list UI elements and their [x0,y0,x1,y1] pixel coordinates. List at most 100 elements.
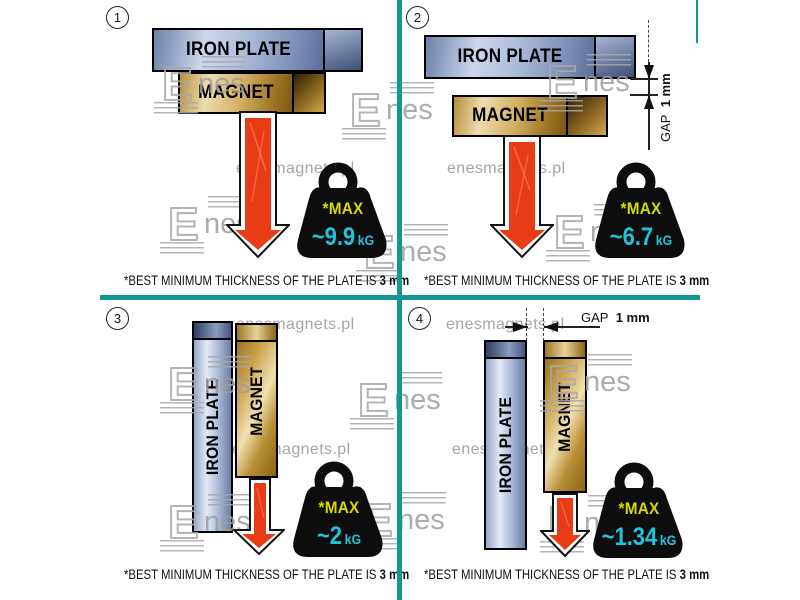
watermark-lines [356,270,400,282]
magnet-vertical: MAGNET [235,323,278,478]
watermark-logo: E nes [160,494,266,552]
watermark-nes: nes [584,366,631,398]
watermark-lines [154,102,198,114]
watermark-lines [208,356,252,368]
watermark-lines [350,418,394,430]
watermark-nes: nes [398,504,445,536]
magnet-label: MAGNET [472,105,548,126]
weight-icon: *MAX ~9.9 kG [296,162,390,260]
panel-4-caption: *BEST MINIMUM THICKNESS OF THE PLATE IS … [424,567,709,582]
iron-plate: IRON PLATE [424,35,596,79]
watermark-lines [404,224,448,236]
weight-max-label: *MAX [620,199,662,218]
caption-text: *BEST MINIMUM THICKNESS OF THE PLATE IS [424,567,680,582]
dimension-arrow-down [644,65,654,79]
watermark-lines [202,56,246,68]
weight-icon: *MAX ~6.7 kG [594,162,688,260]
watermark-lines [160,402,204,414]
kettlebell-shape [595,162,685,258]
horizontal-divider [100,295,700,300]
gap-value: 1 mm [658,73,673,108]
watermark-logo: E nes [539,54,645,112]
dimension-arrow-left [544,322,558,332]
watermark-lines [540,400,584,412]
magnet-top-face [237,325,276,342]
weight-value: ~2 [316,522,342,550]
dimension-line [544,326,600,328]
panel-3-number-badge: 3 [106,307,129,330]
weight-max-label: *MAX [618,499,660,518]
magnet-vertical: MAGNET [543,340,587,493]
watermark-logo: E nes [160,356,266,414]
caption-bold: 3 mm [379,567,410,582]
gap-word: GAP [581,310,609,325]
weight-unit: kG [659,532,677,548]
iron-plate-label: IRON PLATE [495,396,515,494]
watermark-logo: E nes [350,372,456,430]
watermark-nes: nes [204,368,251,400]
kettlebell-shape [293,461,383,557]
caption-bold: 3 mm [379,273,410,288]
dimension-arrow-right [513,322,527,332]
magnet-label: MAGNET [198,82,274,103]
caption-bold: 3 mm [679,567,710,582]
panel-2-number-badge: 2 [406,6,429,29]
iron-plate-top-face [486,342,525,359]
iron-plate-top-face [194,323,231,340]
watermark-logo: E nes [540,354,646,412]
magnet-top-face [545,342,585,359]
watermark-lines [342,128,386,140]
iron-plate-side-face [323,28,363,72]
watermark-nes: nes [400,236,447,268]
panel-4-number-badge: 4 [408,307,431,330]
iron-plate-vertical: IRON PLATE [484,340,527,550]
watermark-lines [546,250,590,262]
gap-label: GAP 1 mm [658,56,673,142]
panel-1-number-badge: 1 [106,6,129,29]
caption-bold: 3 mm [679,273,710,288]
panel-3-caption: *BEST MINIMUM THICKNESS OF THE PLATE IS … [124,567,409,582]
caption-text: *BEST MINIMUM THICKNESS OF THE PLATE IS [124,273,380,288]
weight-value: ~9.9 [311,223,356,251]
pull-force-arrow [233,478,285,556]
gap-label: GAP 1 mm [581,310,650,325]
dimension-tick [630,78,658,80]
pull-force-arrow [540,493,590,558]
weight-unit: kG [344,531,362,547]
panel-1-caption: *BEST MINIMUM THICKNESS OF THE PLATE IS … [124,273,409,288]
pull-force-arrow [490,135,554,259]
kettlebell-shape [593,462,683,558]
weight-icon: *MAX ~1.34 kG [592,462,686,560]
dimension-dashed-line [543,308,544,341]
caption-text: *BEST MINIMUM THICKNESS OF THE PLATE IS [124,567,380,582]
watermark-lines [588,354,632,366]
watermark-nes: nes [583,66,630,98]
watermark-lines [160,242,204,254]
gap-word: GAP [658,114,673,142]
iron-plate-label: IRON PLATE [457,46,563,67]
gap-value: 1 mm [615,310,650,325]
weight-max-label: *MAX [318,498,360,517]
vertical-divider [397,0,402,600]
kettlebell-shape [297,162,387,258]
dimension-tick [630,94,658,96]
watermark-logo: E nes [342,82,448,140]
watermark-nes: nes [198,68,245,100]
watermark-lines [398,372,442,384]
weight-max-label: *MAX [322,199,364,218]
caption-text: *BEST MINIMUM THICKNESS OF THE PLATE IS [424,273,680,288]
watermark-lines [402,492,446,504]
dimension-dashed-line [648,20,649,62]
weight-value: ~1.34 [601,523,658,551]
pull-force-arrow [226,111,290,259]
watermark-site: enesmagnets.pl [446,316,565,333]
frame-edge-stub [696,0,698,43]
panel-2-caption: *BEST MINIMUM THICKNESS OF THE PLATE IS … [424,273,709,288]
weight-unit: kG [357,232,375,248]
watermark-logo: E nes [154,56,260,114]
iron-plate-label: IRON PLATE [186,39,291,60]
weight-value: ~6.7 [609,223,654,251]
watermark-lines [539,100,583,112]
weight-unit: kG [655,232,673,248]
